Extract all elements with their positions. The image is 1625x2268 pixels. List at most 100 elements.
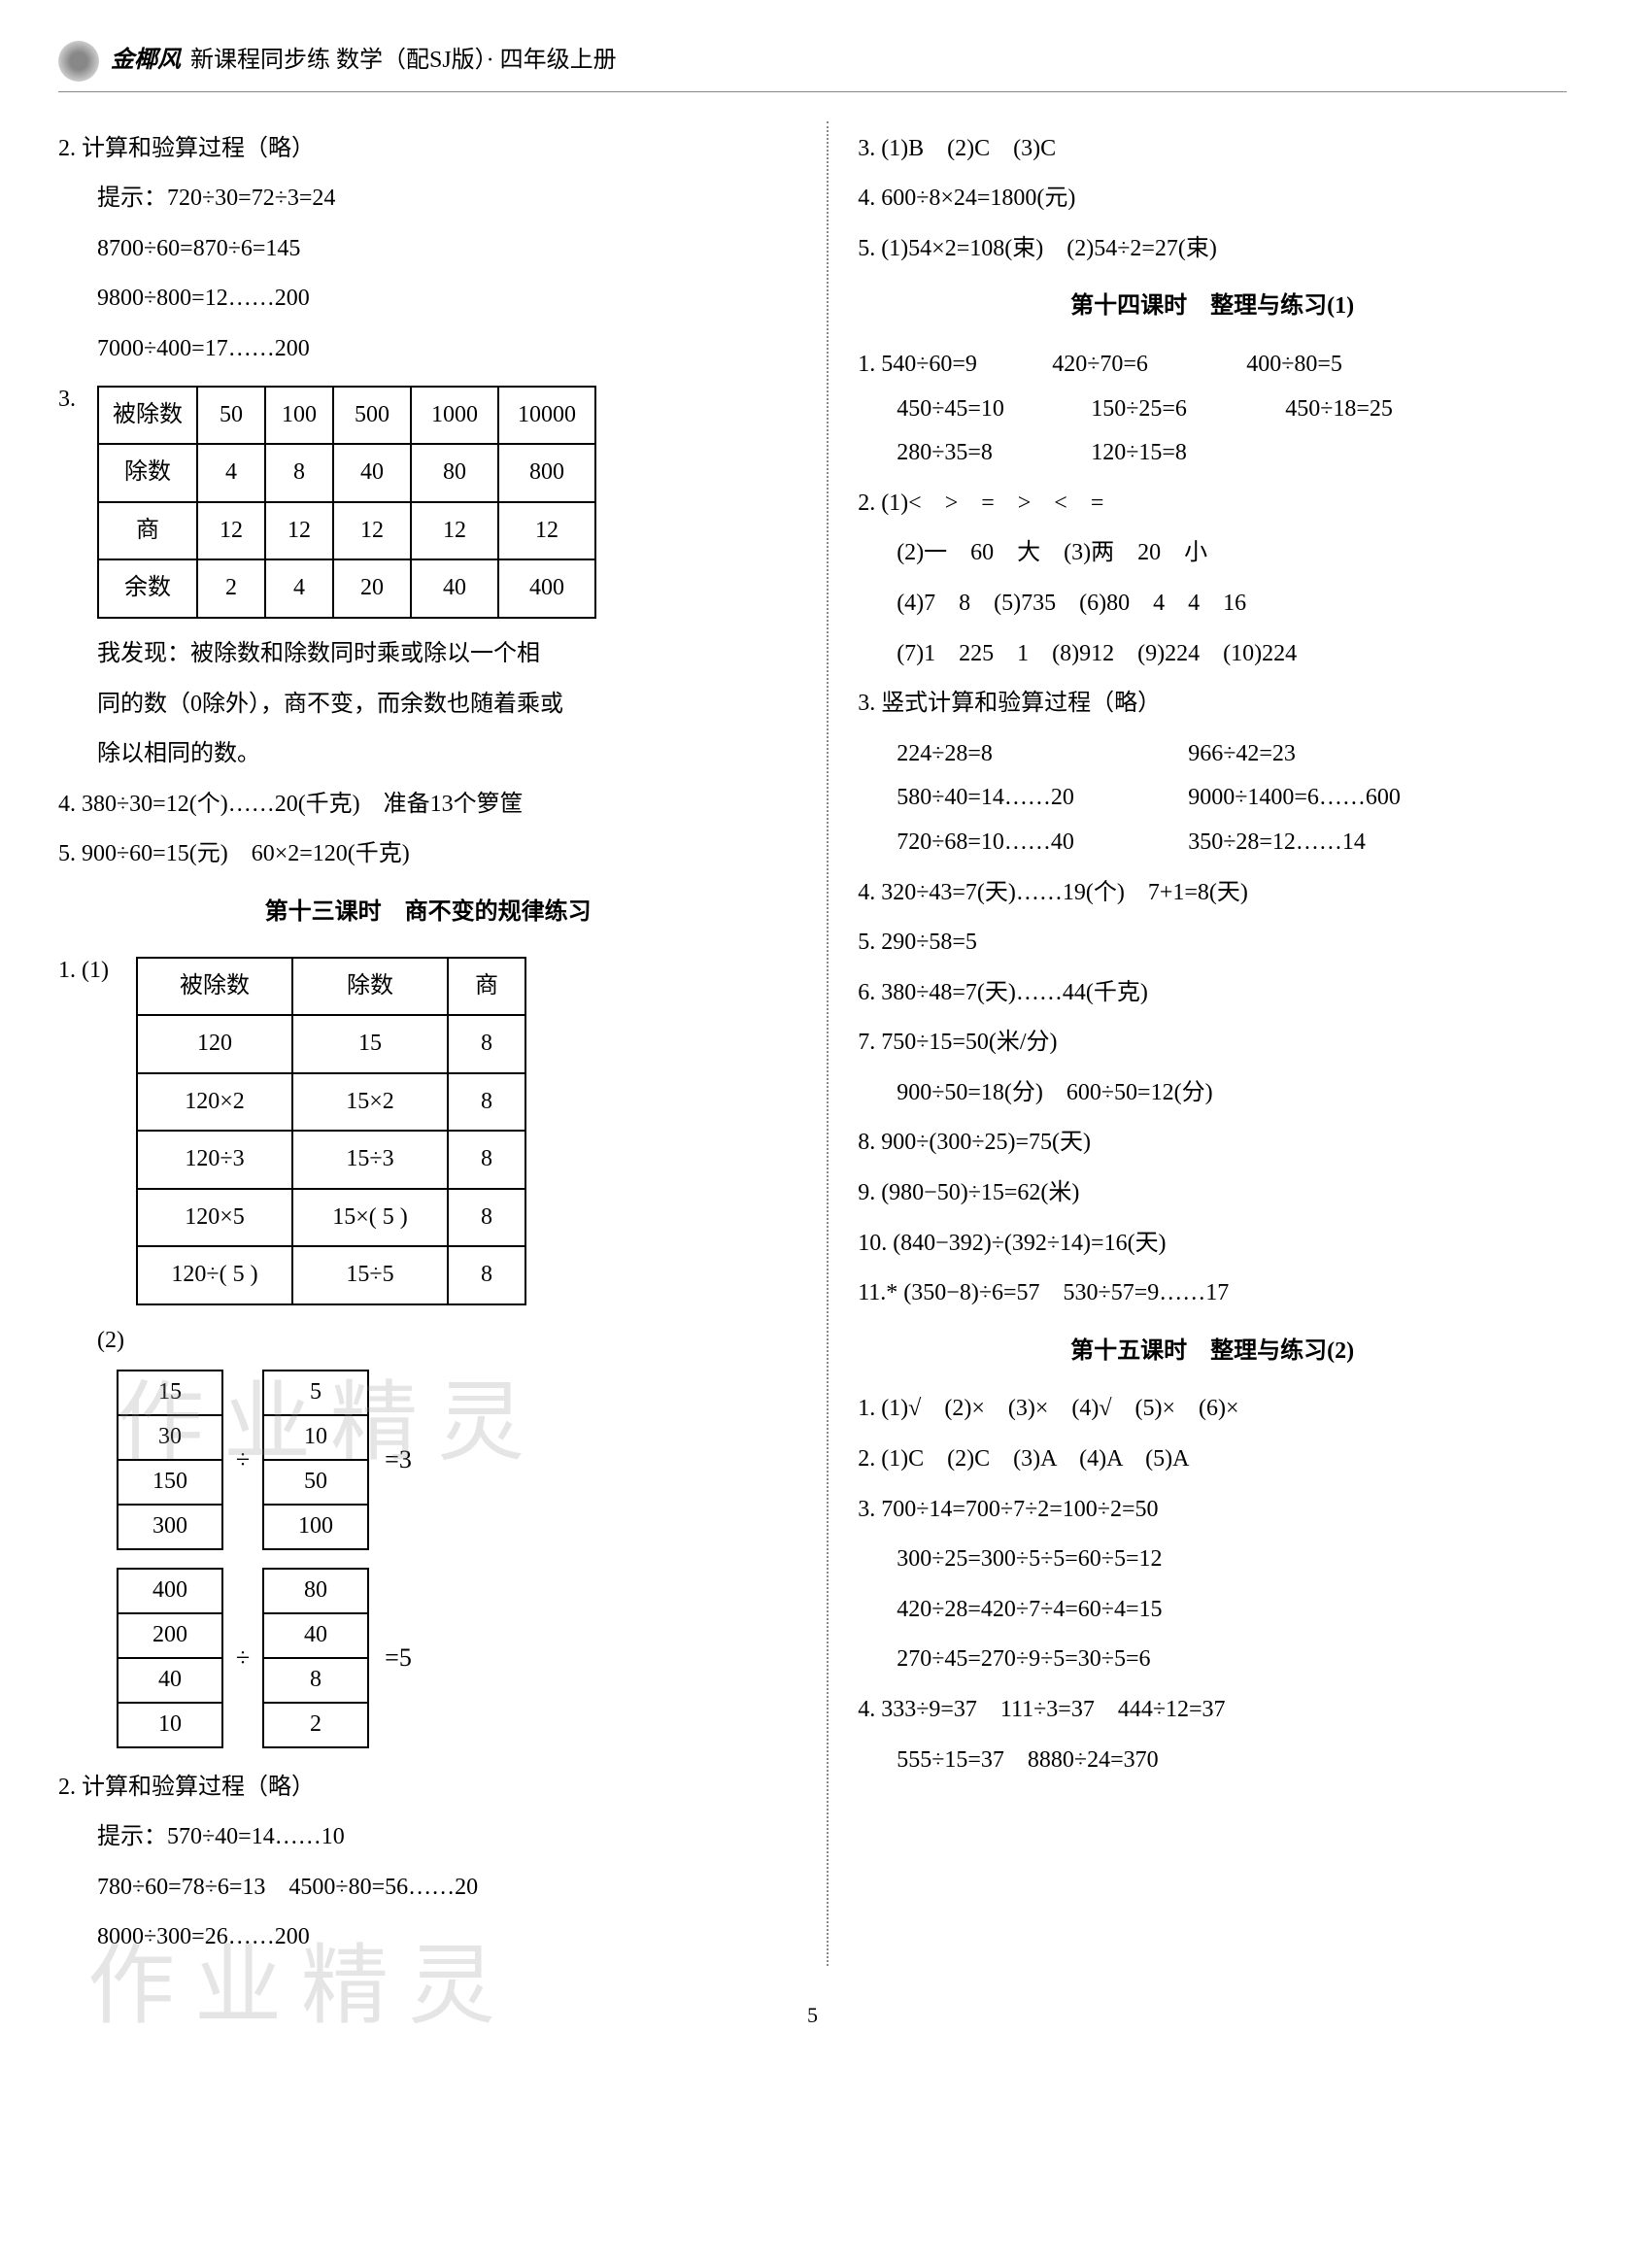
q3-number: 3. [58, 378, 97, 423]
table-cell: 8 [265, 444, 333, 502]
table-cell: 15÷3 [292, 1131, 448, 1189]
page-header: 金椰风 新课程同步练 数学（配SJ版）· 四年级上册 [58, 39, 1567, 92]
q2b-hint: 提示：570÷40=14……10 [58, 1815, 797, 1860]
table-cell: 50 [197, 387, 265, 445]
table-cell: 1000 [411, 387, 498, 445]
brand-logo-icon [58, 41, 99, 82]
r1-h: 120÷15=8 [1091, 431, 1285, 476]
s1: 1. (1)√ (2)× (3)× (4)√ (5)× (6)× [858, 1387, 1567, 1432]
ratio-block-b: 4002004010÷804082=5 [117, 1568, 797, 1748]
r2-3: (4)7 8 (5)735 (6)80 4 4 16 [858, 582, 1567, 626]
ratio-cell: 10 [262, 1414, 369, 1461]
q2-title: 2. 计算和验算过程（略） [58, 127, 797, 172]
page-number: 5 [58, 1995, 1567, 2036]
ratio-cell: 2 [262, 1702, 369, 1748]
r5a: 5. 290÷58=5 [858, 921, 1567, 965]
table-cell: 500 [333, 387, 411, 445]
ratio-cell: 80 [262, 1568, 369, 1614]
table-cell: 120÷( 5 ) [137, 1246, 292, 1304]
r1-c: 400÷80=5 [1246, 343, 1440, 388]
r2-4: (7)1 225 1 (8)912 (9)224 (10)224 [858, 632, 1567, 677]
q1-1-table: 被除数除数商120158120×215×28120÷315÷38120×515×… [136, 957, 526, 1306]
table-cell: 除数 [98, 444, 197, 502]
ratio-cell: 8 [262, 1657, 369, 1704]
ratio-cell: 300 [117, 1504, 223, 1550]
table-cell: 8 [448, 1073, 525, 1132]
table-cell: 商 [98, 502, 197, 560]
table-cell: 120 [137, 1015, 292, 1073]
table-cell: 800 [498, 444, 595, 502]
table-cell: 商 [448, 958, 525, 1016]
q3-finding-3: 除以相同的数。 [58, 732, 797, 777]
r-q3: 3. (1)B (2)C (3)C [858, 127, 1567, 172]
table-cell: 12 [411, 502, 498, 560]
q2-line-3: 9800÷800=12……200 [58, 277, 797, 322]
r1-a: 1. 540÷60=9 [858, 343, 1052, 388]
table-cell: 2 [197, 559, 265, 618]
ratio-cell: 5 [262, 1370, 369, 1416]
table-cell: 被除数 [137, 958, 292, 1016]
table-cell: 120×2 [137, 1073, 292, 1132]
ratio-cell: 30 [117, 1414, 223, 1461]
r7b: 900÷50=18(分) 600÷50=12(分) [858, 1071, 1567, 1116]
ratio-cell: 40 [262, 1612, 369, 1659]
ratio-cell: 200 [117, 1612, 223, 1659]
r3-d: 580÷40=14……20 [897, 776, 1188, 821]
section-14-title: 第十四课时 整理与练习(1) [858, 285, 1567, 329]
r1-d: 450÷45=10 [897, 388, 1091, 432]
s4a: 4. 333÷9=37 111÷3=37 444÷12=37 [858, 1688, 1567, 1733]
r1-e: 150÷25=6 [1091, 388, 1285, 432]
s2: 2. (1)C (2)C (3)A (4)A (5)A [858, 1438, 1567, 1482]
r3-title: 3. 竖式计算和验算过程（略） [858, 682, 1567, 727]
table-cell: 40 [411, 559, 498, 618]
table-cell: 12 [498, 502, 595, 560]
table-cell: 15×( 5 ) [292, 1189, 448, 1247]
r6a: 6. 380÷48=7(天)……44(千克) [858, 971, 1567, 1016]
ratio-block-a: 1530150300÷51050100=3 [117, 1370, 797, 1550]
s3a: 3. 700÷14=700÷7÷2=100÷2=50 [858, 1488, 1567, 1533]
table-cell: 120÷3 [137, 1131, 292, 1189]
r10a: 10. (840−392)÷(392÷14)=16(天) [858, 1222, 1567, 1267]
table-cell: 8 [448, 1131, 525, 1189]
table-cell: 40 [333, 444, 411, 502]
table-cell: 15×2 [292, 1073, 448, 1132]
table-cell: 15 [292, 1015, 448, 1073]
r9a: 9. (980−50)÷15=62(米) [858, 1171, 1567, 1216]
q1-1-number: 1. (1) [58, 949, 136, 994]
table-cell: 12 [197, 502, 265, 560]
q2-line-4: 7000÷400=17……200 [58, 327, 797, 372]
q2-line-2: 8700÷60=870÷6=145 [58, 227, 797, 272]
r3-f: 720÷68=10……40 [897, 821, 1188, 865]
table-cell: 余数 [98, 559, 197, 618]
section-15-title: 第十五课时 整理与练习(2) [858, 1330, 1567, 1374]
table-cell: 除数 [292, 958, 448, 1016]
table-cell: 12 [333, 502, 411, 560]
divide-symbol: ÷ [223, 1634, 262, 1681]
table-cell: 4 [197, 444, 265, 502]
r2-2: (2)一 60 大 (3)两 20 小 [858, 531, 1567, 576]
r-q5: 5. (1)54×2=108(束) (2)54÷2=27(束) [858, 227, 1567, 272]
q5-line: 5. 900÷60=15(元) 60×2=120(千克) [58, 832, 797, 877]
ratio-cell: 100 [262, 1504, 369, 1550]
ratio-cell: 400 [117, 1568, 223, 1614]
q3-table: 被除数50100500100010000除数484080800商12121212… [97, 386, 596, 619]
r1-b: 420÷70=6 [1052, 343, 1246, 388]
r7a: 7. 750÷15=50(米/分) [858, 1021, 1567, 1066]
table-cell: 8 [448, 1189, 525, 1247]
s3d: 270÷45=270÷9÷5=30÷5=6 [858, 1638, 1567, 1682]
table-cell: 100 [265, 387, 333, 445]
r1-g: 280÷35=8 [897, 431, 1091, 476]
ratio-cell: 50 [262, 1459, 369, 1506]
divide-symbol: ÷ [223, 1436, 262, 1483]
table-cell: 80 [411, 444, 498, 502]
s4b: 555÷15=37 8880÷24=370 [858, 1739, 1567, 1783]
r1-f: 450÷18=25 [1285, 388, 1479, 432]
table-cell: 12 [265, 502, 333, 560]
r8a: 8. 900÷(300÷25)=75(天) [858, 1121, 1567, 1166]
q1-2-number: (2) [58, 1319, 797, 1364]
q4-line: 4. 380÷30=12(个)……20(千克) 准备13个箩筐 [58, 783, 797, 828]
ratio-cell: 40 [117, 1657, 223, 1704]
table-cell: 10000 [498, 387, 595, 445]
s3b: 300÷25=300÷5÷5=60÷5=12 [858, 1538, 1567, 1582]
r11a: 11.* (350−8)÷6=57 530÷57=9……17 [858, 1271, 1567, 1316]
